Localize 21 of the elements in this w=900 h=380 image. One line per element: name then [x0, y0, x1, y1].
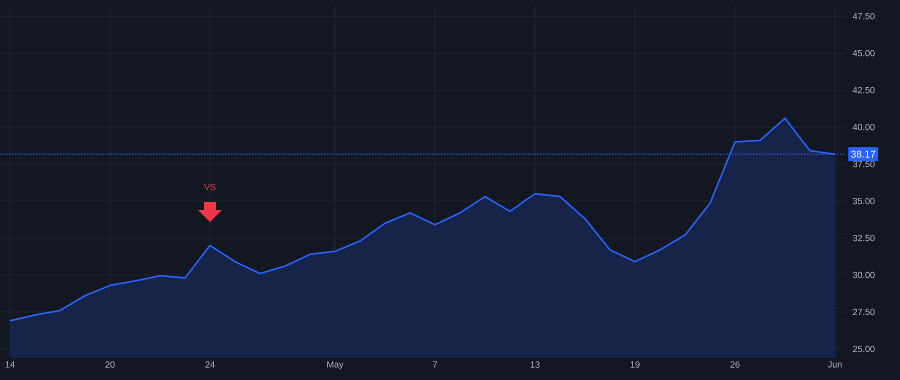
x-tick-label: 24 [205, 361, 215, 368]
y-tick-label: 35.00 [852, 198, 875, 204]
x-tick-label: 7 [432, 361, 438, 368]
x-tick-label: 20 [105, 361, 115, 368]
y-tick-label: 47.50 [852, 12, 875, 20]
x-tick-label: 19 [630, 361, 640, 368]
annotation: VS [204, 184, 216, 190]
x-tick-label: Jun [828, 361, 842, 368]
y-tick-label: 37.50 [852, 160, 875, 168]
y-tick-label: 30.00 [852, 272, 875, 278]
x-tick-label: May [327, 361, 344, 370]
y-tick-label: 40.00 [852, 124, 875, 130]
y-tick-label: 42.50 [852, 86, 875, 94]
x-tick-label: 13 [530, 361, 540, 368]
y-tick-label: 25.00 [852, 346, 875, 352]
y-tick-label: 27.50 [852, 308, 875, 316]
x-tick-label: 26 [730, 361, 740, 368]
ref-line-label: 38.17 [851, 150, 876, 158]
y-tick-label: 32.50 [852, 234, 875, 242]
x-tick-label: 14 [6, 361, 15, 368]
y-tick-label: 45.00 [852, 50, 875, 56]
